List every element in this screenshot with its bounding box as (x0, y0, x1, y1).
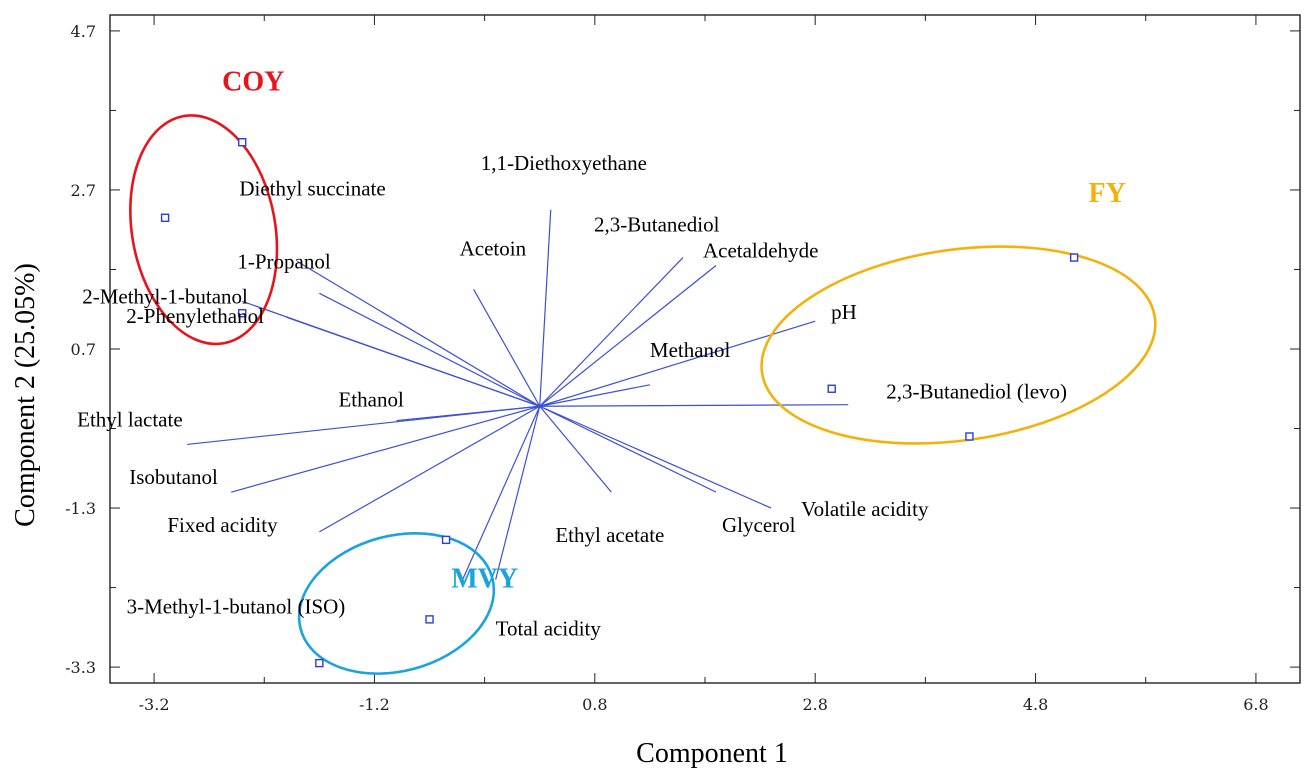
x-tick-label: -1.2 (359, 695, 390, 714)
y-tick-label: 4.7 (71, 22, 96, 41)
variable-label: Isobutanol (129, 465, 218, 489)
labels: 1,1-Diethoxyethane 2,3-ButanediolAcetalde… (77, 67, 1126, 641)
variable-label: 1-Propanol (237, 249, 330, 273)
variable-label: pH (831, 300, 857, 324)
variable-label: 1,1-Diethoxyethane (481, 151, 647, 175)
variable-label: 3-Methyl-1-butanol (ISO) (127, 595, 346, 619)
y-tick-label: -3.3 (65, 658, 96, 677)
variable-label: Volatile acidity (801, 497, 929, 521)
loading-vector (319, 405, 541, 533)
score-point (1069, 253, 1079, 262)
loading-vector (539, 405, 772, 509)
y-tick-label: 2.7 (71, 181, 96, 200)
x-tick-label: 2.8 (802, 695, 827, 714)
x-tick-label: -3.2 (139, 695, 170, 714)
score-point (827, 384, 836, 393)
x-axis-title: Component 1 (636, 738, 788, 769)
variable-label: Ethyl acetate (555, 523, 664, 547)
loading-vector (539, 209, 552, 407)
loading-vector (539, 384, 651, 407)
variable-label: Ethanol (338, 388, 403, 412)
loading-vector (539, 405, 717, 493)
score-point (160, 213, 170, 222)
variable-label: 2,3-Butanediol (594, 213, 720, 237)
score-point (425, 615, 434, 624)
group-label-fy: FY (1089, 178, 1126, 209)
loading-vector (495, 406, 541, 580)
loading-vector (187, 405, 540, 446)
variable-label: Diethyl succinate (239, 177, 385, 201)
loading-vector (297, 261, 541, 407)
loading-vector (539, 265, 717, 407)
group-ellipse-coy (129, 114, 279, 346)
y-tick-label: 0.7 (71, 340, 96, 359)
score-point (441, 535, 451, 545)
loading-vector (462, 406, 541, 580)
score-point (315, 658, 324, 668)
variable-label: Methanol (650, 338, 731, 362)
score-points (160, 138, 1079, 668)
score-point (238, 309, 247, 318)
group-label-coy: COY (222, 67, 284, 98)
y-axis-title: Component 2 (25.05%) (10, 263, 41, 527)
loading-vector (539, 320, 816, 407)
loading-vector (539, 257, 684, 407)
score-point (965, 432, 974, 441)
loading-vector (539, 405, 612, 493)
plot-axes: -3.2 -1.2 0.8 2.8 4.8 6.8 4.7 2.7 0.7 -1.3 -3.3 (65, 14, 1301, 714)
loading-vector (539, 404, 849, 407)
y-tick-label: -1.3 (65, 499, 96, 518)
loading-vector (286, 316, 540, 407)
variable-label: Total acidity (496, 617, 602, 641)
group-label-mvy: MVY (451, 564, 518, 595)
variable-label: Fixed acidity (167, 513, 278, 537)
variable-label: 2,3-Butanediol (levo) (886, 380, 1067, 404)
x-tick-label: 4.8 (1023, 695, 1048, 714)
variable-label: Acetaldehyde (703, 239, 818, 263)
score-point (238, 138, 247, 147)
variable-label: 2-Methyl-1-butanol (82, 284, 248, 308)
loading-vector (319, 292, 540, 407)
loading-vector (473, 289, 541, 407)
x-tick-label: 0.8 (582, 695, 607, 714)
variable-label: Acetoin (460, 236, 527, 260)
x-tick-label: 6.8 (1243, 695, 1268, 714)
loading-vector (231, 405, 540, 493)
loading-vectors (187, 209, 849, 580)
variable-label: Ethyl lactate (77, 407, 183, 431)
variable-label: Glycerol (722, 513, 796, 537)
group-ellipse-mvy (297, 532, 496, 675)
variable-label: 2-Phenylethanol (126, 304, 264, 328)
